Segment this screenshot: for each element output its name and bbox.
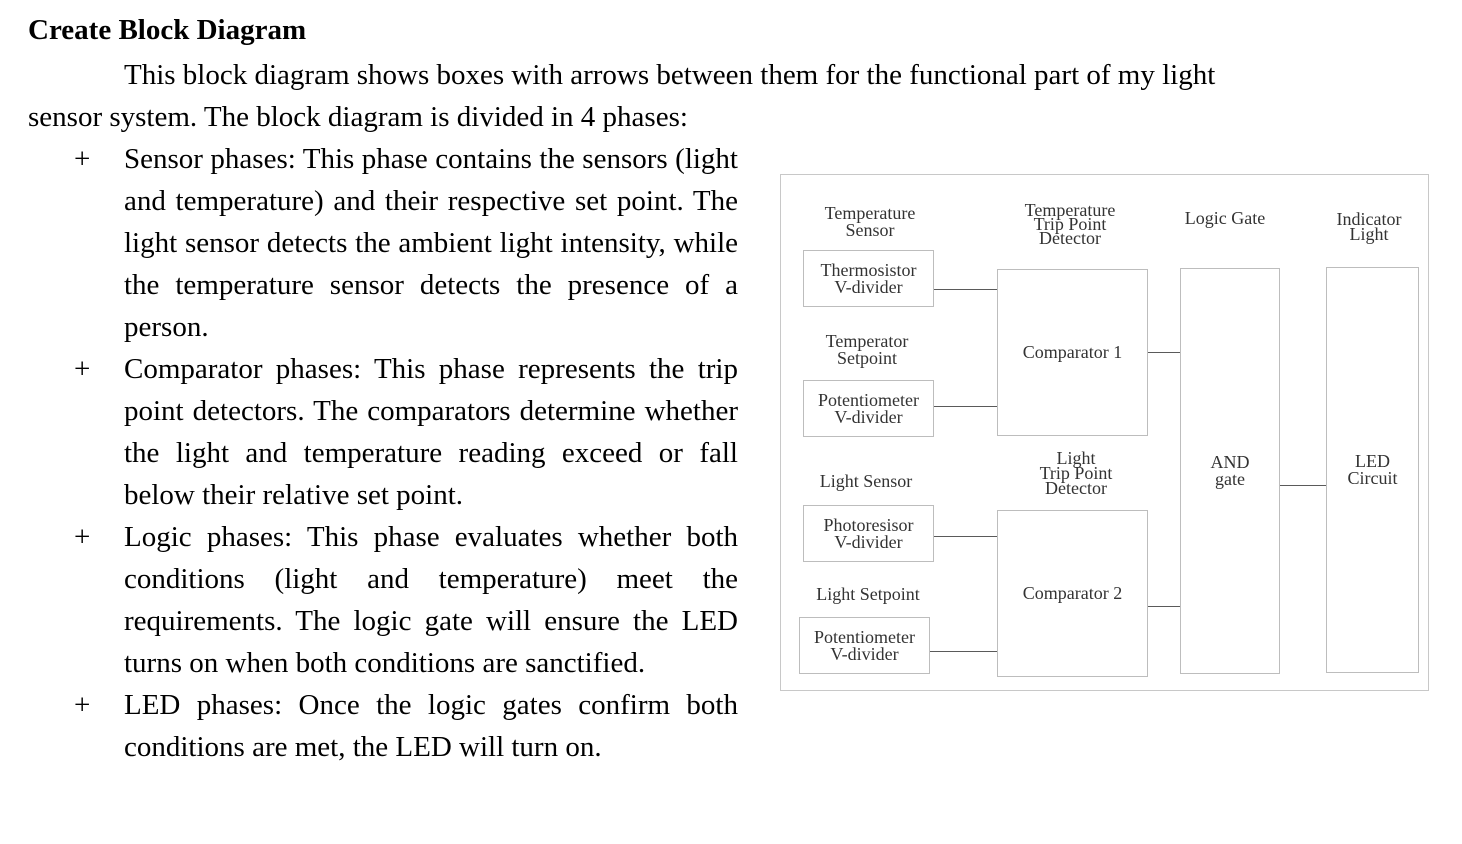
connector-and-gate-to-led — [1280, 485, 1326, 486]
phase-item-sensor: + Sensor phases: This phase contains the… — [28, 138, 738, 348]
connector-thermosistor-to-comparator-1 — [934, 289, 997, 290]
label-light-trip-point-detector: Light Trip Point Detector — [1039, 448, 1113, 498]
label-temperator-setpoint: Temperator Setpoint — [825, 331, 909, 368]
bullet-plus: + — [74, 521, 91, 553]
page-heading: Create Block Diagram — [28, 14, 307, 46]
phase-text: LED phases: Once the logic gates confirm… — [124, 689, 738, 763]
bullet-plus: + — [74, 353, 91, 385]
label-light-sensor: Light Sensor — [819, 471, 913, 491]
label-temp-trip-point-detector: Temperature Trip Point Detector — [1024, 200, 1116, 248]
box-potentiometer-temp-v-divider: Potentiometer V-divider — [803, 380, 934, 437]
box-and-gate: AND gate — [1180, 268, 1280, 674]
box-comparator-2: Comparator 2 — [997, 510, 1148, 677]
connector-comparator-2-to-and-gate — [1148, 606, 1180, 607]
label-logic-gate: Logic Gate — [1184, 208, 1266, 228]
bullet-plus: + — [74, 689, 91, 721]
phase-item-logic: + Logic phases: This phase evaluates whe… — [28, 516, 738, 684]
phase-item-comparator: + Comparator phases: This phase represen… — [28, 348, 738, 516]
phase-item-led: + LED phases: Once the logic gates confi… — [28, 684, 738, 768]
connector-potentiometer-to-comparator-2 — [930, 651, 997, 652]
box-led-circuit: LED Circuit — [1326, 267, 1419, 673]
connector-photoresisor-to-comparator-2 — [934, 536, 997, 537]
box-potentiometer-light-v-divider: Potentiometer V-divider — [799, 617, 930, 674]
box-thermosistor-v-divider: Thermosistor V-divider — [803, 250, 934, 307]
connector-potentiometer-to-comparator-1 — [934, 406, 997, 407]
label-indicator-light: Indicator Light — [1336, 209, 1402, 244]
connector-comparator-1-to-and-gate — [1148, 352, 1180, 353]
phase-text: Comparator phases: This phase represents… — [124, 353, 738, 511]
label-light-setpoint: Light Setpoint — [816, 584, 920, 604]
box-comparator-1: Comparator 1 — [997, 269, 1148, 436]
phase-list: + Sensor phases: This phase contains the… — [28, 138, 738, 768]
phase-text: Sensor phases: This phase contains the s… — [124, 143, 738, 343]
phase-text: Logic phases: This phase evaluates wheth… — [124, 521, 738, 679]
block-diagram: Temperature Sensor Temperator Setpoint L… — [780, 174, 1429, 691]
box-photoresisor-v-divider: Photoresisor V-divider — [803, 505, 934, 562]
label-temperature-sensor: Temperature Sensor — [824, 203, 916, 240]
bullet-plus: + — [74, 143, 91, 175]
intro-paragraph: This block diagram shows boxes with arro… — [28, 59, 1216, 133]
